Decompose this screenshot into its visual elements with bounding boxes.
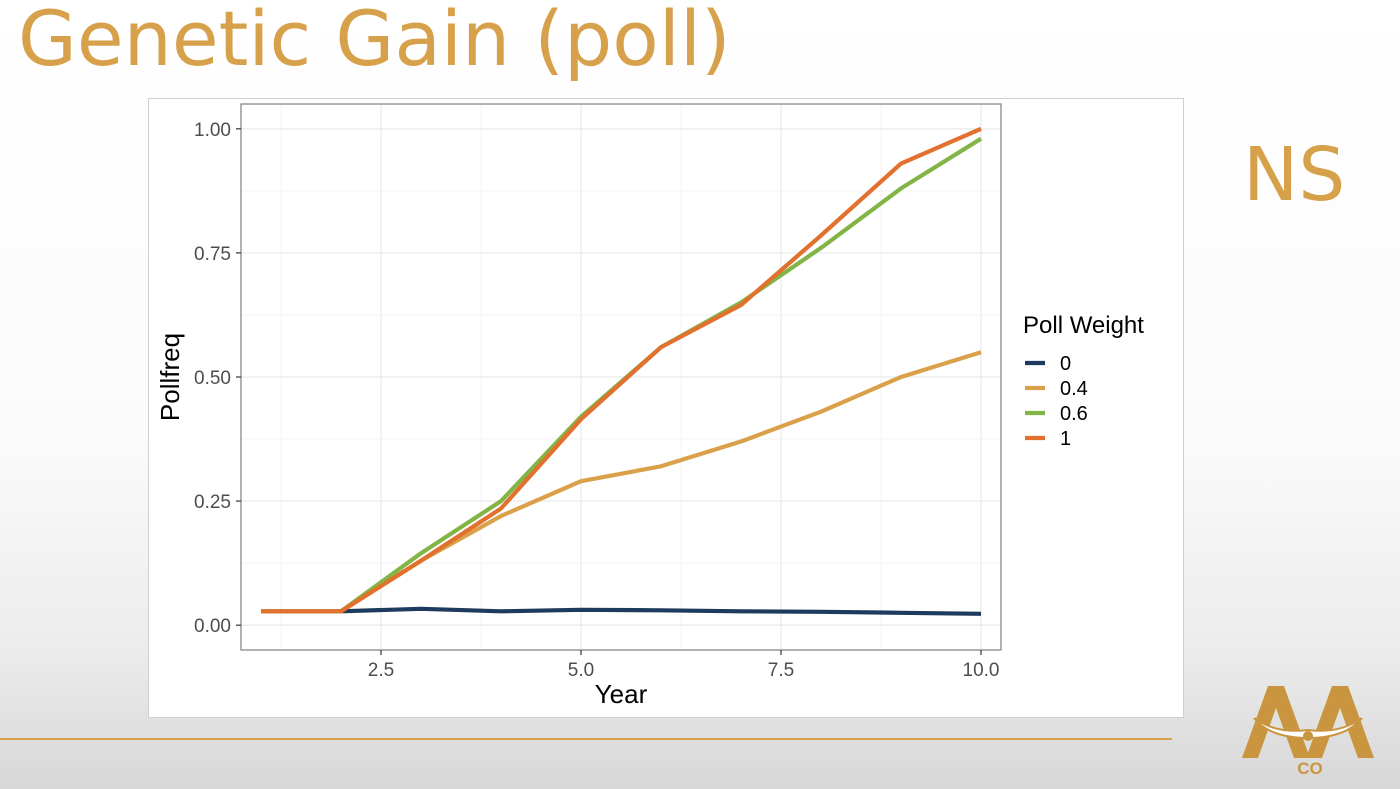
logo-text: CO (1297, 759, 1323, 778)
chart-frame: 2.5 5.0 7.5 10.0 0.00 0.25 0.50 0.75 1.00 Year … (148, 98, 1184, 718)
footer-divider-line (0, 738, 1172, 740)
legend-items: 0 0.4 0.6 1 (1025, 353, 1088, 450)
x-tick-label: 5.0 (568, 660, 594, 681)
legend-label: 1 (1060, 428, 1071, 450)
y-tick-label: 0.50 (194, 368, 231, 389)
y-tick-label: 1.00 (194, 120, 231, 141)
x-axis-ticks: 2.5 5.0 7.5 10.0 (368, 650, 1000, 681)
legend-label: 0.4 (1060, 378, 1088, 400)
ns-label: NS (1243, 132, 1346, 218)
series-layer (261, 126, 983, 616)
legend-title: Poll Weight (1023, 312, 1144, 339)
y-axis-ticks: 0.00 0.25 0.50 0.75 1.00 (194, 120, 241, 637)
series-line-1 (261, 126, 982, 614)
y-tick-label: 0.25 (194, 492, 231, 513)
y-tick-label: 0.00 (194, 616, 231, 637)
legend-label: 0 (1060, 353, 1071, 375)
aaco-logo: CO (1242, 686, 1374, 778)
pollfreq-line-chart: 2.5 5.0 7.5 10.0 0.000.250.500.751.00 Year … (155, 103, 1144, 709)
grid-layer (241, 104, 1001, 650)
y-tick-label: 0.75 (194, 244, 231, 265)
y-axis-title: Pollfreq (155, 333, 185, 421)
series-line-0 (261, 606, 982, 616)
x-axis-title: Year (595, 679, 648, 709)
x-tick-label: 7.5 (768, 660, 794, 681)
legend: Poll Weight 0 0.4 0.6 1 (1023, 312, 1144, 450)
x-tick-label: 10.0 (963, 660, 1000, 681)
x-tick-label: 2.5 (368, 660, 394, 681)
legend-label: 0.6 (1060, 403, 1088, 425)
slide-title: Genetic Gain (poll) (18, 0, 731, 83)
